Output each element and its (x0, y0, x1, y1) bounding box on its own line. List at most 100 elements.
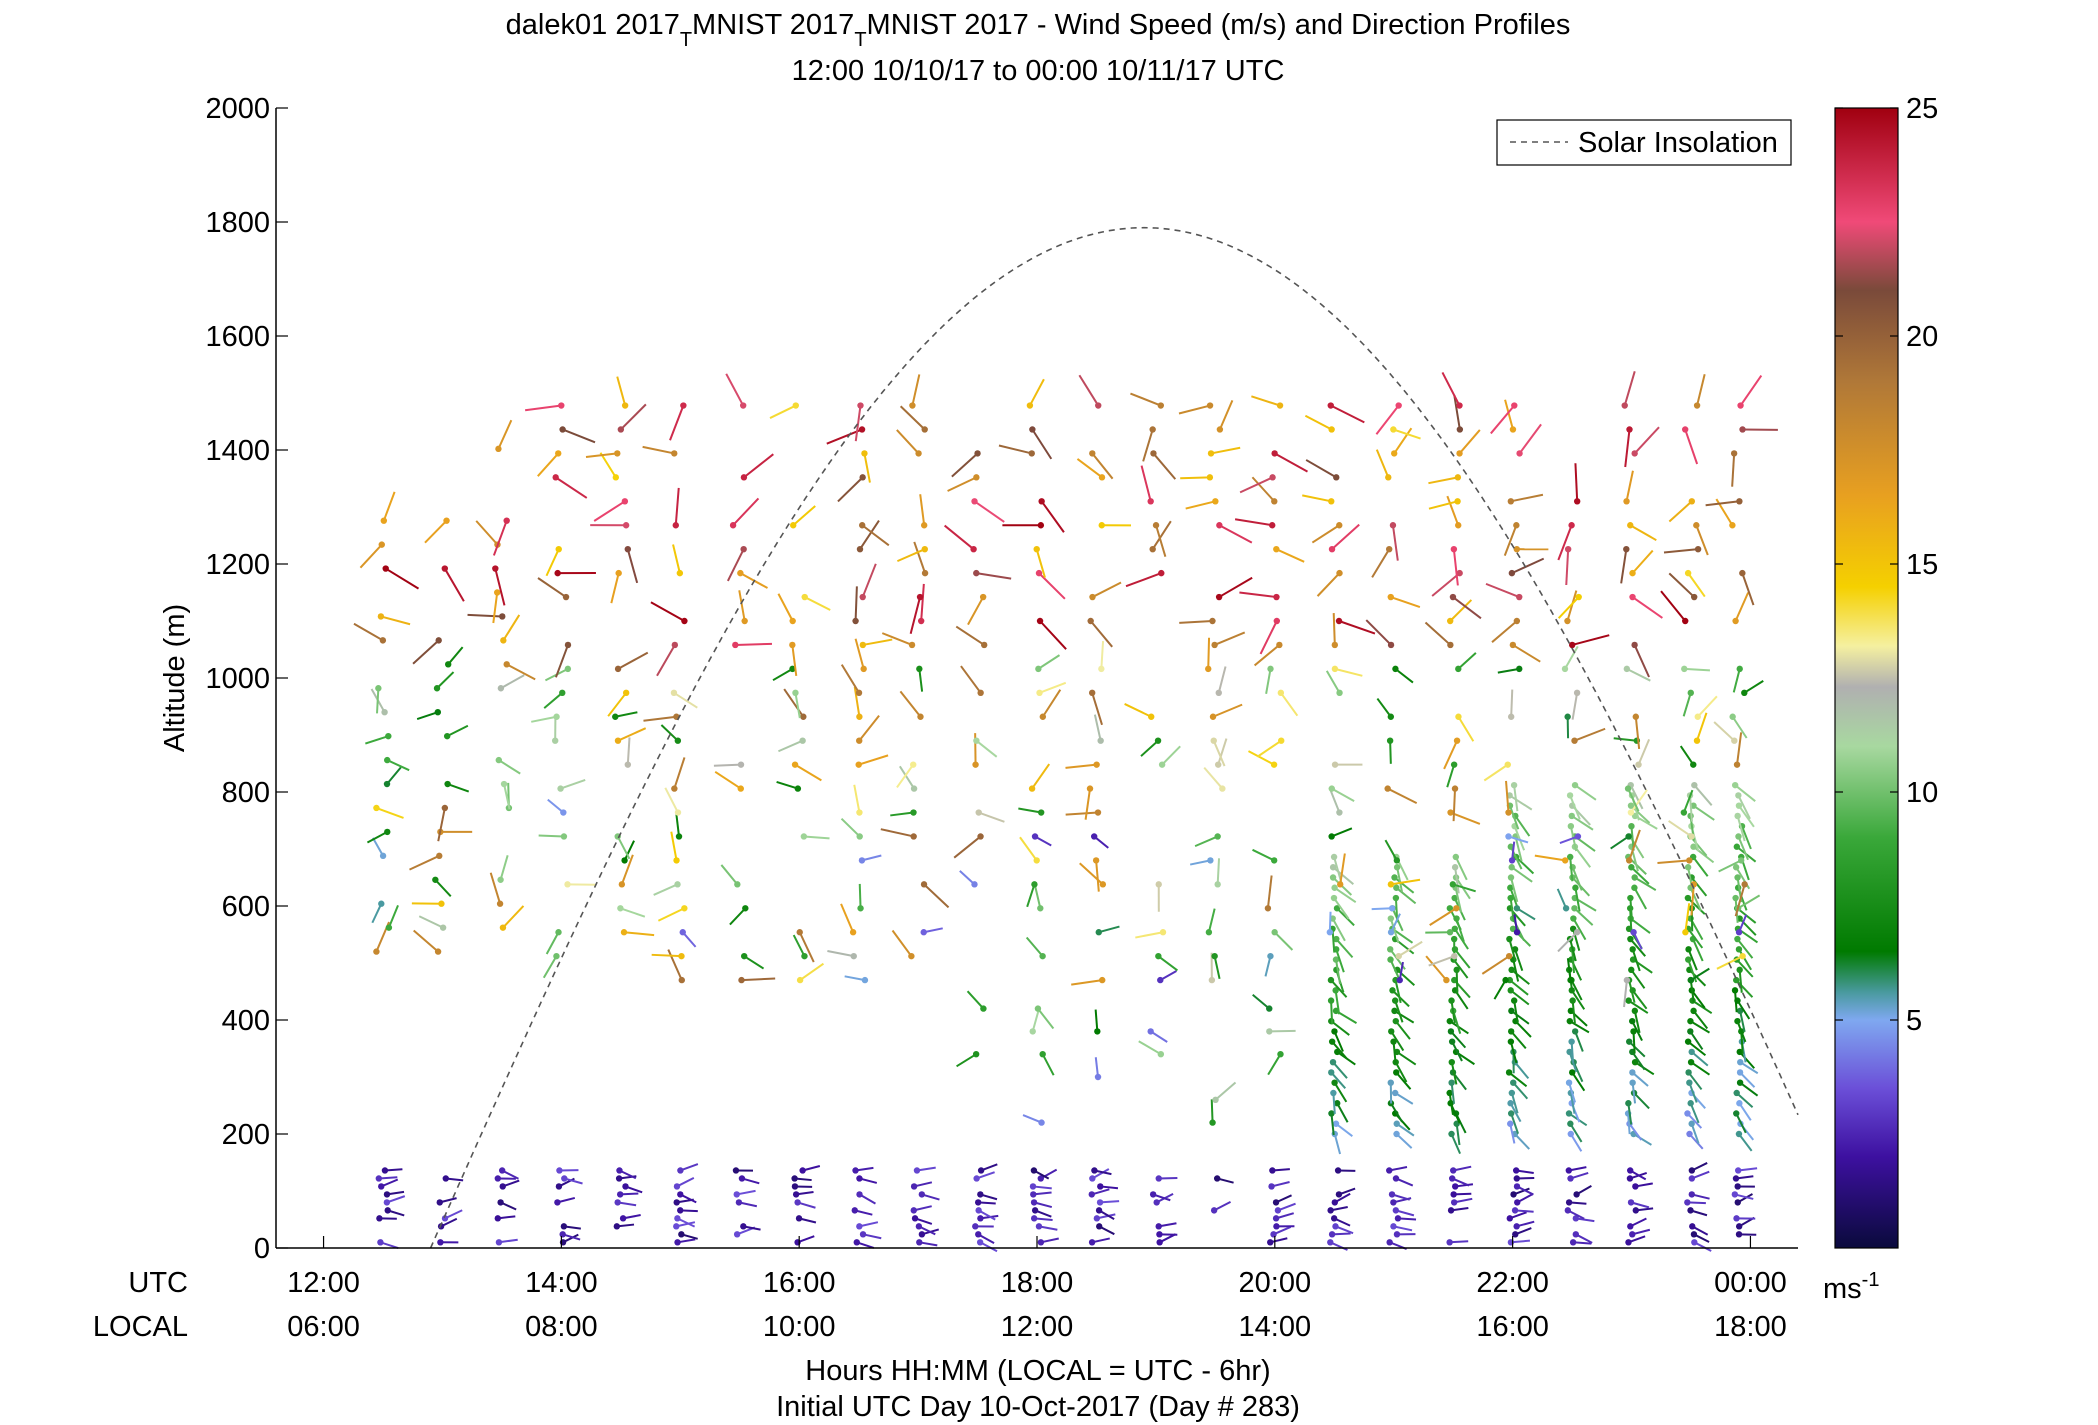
wind-barb (1031, 1207, 1052, 1218)
wind-barb (1571, 727, 1606, 744)
wind-barb (1330, 853, 1343, 883)
wind-barb (1448, 1130, 1461, 1154)
wind-barb (674, 1238, 696, 1246)
wind-barb (777, 593, 796, 625)
wind-barb (664, 787, 682, 816)
wind-barb (1425, 955, 1450, 984)
wind-barb (1625, 1235, 1646, 1246)
wind-barb (1632, 1207, 1654, 1214)
wind-barb (1328, 787, 1343, 816)
wind-barb (856, 715, 880, 744)
wind-barb (1089, 581, 1122, 601)
wind-barb (1566, 958, 1574, 984)
wind-barb (1140, 737, 1162, 757)
wind-barb (1130, 392, 1165, 409)
wind-barb (624, 545, 639, 584)
wind-barb (383, 766, 402, 788)
wind-barb (1564, 545, 1572, 586)
wind-barb (976, 1239, 998, 1253)
wind-barb (1215, 576, 1253, 601)
wind-barb (1031, 833, 1052, 847)
wind-barb (1390, 1223, 1413, 1232)
wind-barb (660, 724, 682, 744)
wind-barb (1733, 1089, 1754, 1108)
wind-barb (1084, 785, 1094, 820)
wind-barb (998, 444, 1035, 457)
wind-barb (910, 1181, 933, 1190)
wind-barb (679, 929, 697, 948)
wind-barb (353, 622, 387, 644)
wind-barb (1688, 1170, 1710, 1182)
wind-barb (1668, 572, 1698, 601)
wind-barb (495, 419, 513, 453)
wind-barb (1331, 1079, 1348, 1103)
wind-barb (677, 1163, 699, 1174)
wind-barb (1305, 459, 1340, 481)
wind-barb (1623, 470, 1634, 505)
wind-barb (1251, 476, 1278, 505)
wind-barb (1216, 522, 1253, 544)
wind-barb (1331, 884, 1357, 904)
wind-barb (1507, 874, 1519, 903)
wind-barb (1331, 1028, 1344, 1052)
wind-barb (1386, 1166, 1408, 1174)
wind-barb (599, 452, 620, 481)
wind-barb (977, 1191, 998, 1201)
wind-barb (1735, 1231, 1757, 1238)
wind-barb (1026, 378, 1045, 409)
wind-barb (1393, 1120, 1415, 1137)
wind-barb (738, 590, 748, 625)
wind-barb (543, 689, 566, 709)
wind-barb (1140, 465, 1154, 505)
x-axis-label-line1: Hours HH:MM (LOCAL = UTC - 6hr) (805, 1355, 1270, 1387)
wind-barb (1681, 426, 1699, 465)
wind-barb (495, 756, 521, 775)
wind-barb (1431, 569, 1463, 597)
wind-barb (1391, 1007, 1415, 1024)
wind-barb (673, 1221, 696, 1230)
wind-barb (1635, 738, 1651, 768)
wind-barb (1441, 372, 1463, 409)
wind-barb (1497, 665, 1523, 674)
wind-barb (1428, 952, 1458, 967)
wind-barb (1626, 1038, 1646, 1058)
wind-barb (377, 1239, 399, 1250)
wind-barb (437, 1239, 459, 1246)
wind-barb (1559, 833, 1582, 844)
wind-barb (561, 1175, 583, 1185)
wind-barb (1332, 956, 1342, 985)
wind-barb (852, 586, 859, 625)
wind-barb (1335, 1187, 1356, 1198)
wind-barb (619, 1214, 641, 1222)
wind-barb (1215, 666, 1227, 697)
wind-barb (1388, 1191, 1411, 1201)
wind-barb (1272, 1212, 1294, 1222)
wind-barb (956, 1051, 980, 1068)
wind-barb (624, 737, 632, 768)
wind-barb (725, 373, 747, 409)
wind-barb (1328, 1231, 1351, 1238)
wind-barb (1610, 833, 1632, 850)
wind-barb (1682, 903, 1691, 936)
wind-barb (1735, 914, 1748, 936)
wind-barb (1386, 737, 1394, 764)
wind-barb (1267, 1051, 1284, 1076)
wind-barb (1277, 689, 1299, 717)
x-tick-label-local: 14:00 (1239, 1311, 1312, 1343)
wind-barb (1448, 1058, 1458, 1085)
wind-barb (1556, 888, 1570, 912)
wind-barb (1391, 997, 1404, 1023)
wind-barb (1387, 593, 1421, 608)
legend: Solar Insolation (1496, 119, 1792, 166)
wind-barb (492, 589, 501, 624)
x-tick-label-local: 08:00 (525, 1311, 598, 1343)
wind-barb (593, 498, 629, 522)
wind-barb (1734, 1017, 1747, 1043)
wind-barb (853, 1239, 875, 1249)
wind-barb (915, 1223, 936, 1236)
wind-barb (1447, 809, 1481, 825)
wind-barb (409, 852, 443, 871)
wind-barb (1741, 680, 1764, 697)
wind-barb (1684, 864, 1694, 893)
